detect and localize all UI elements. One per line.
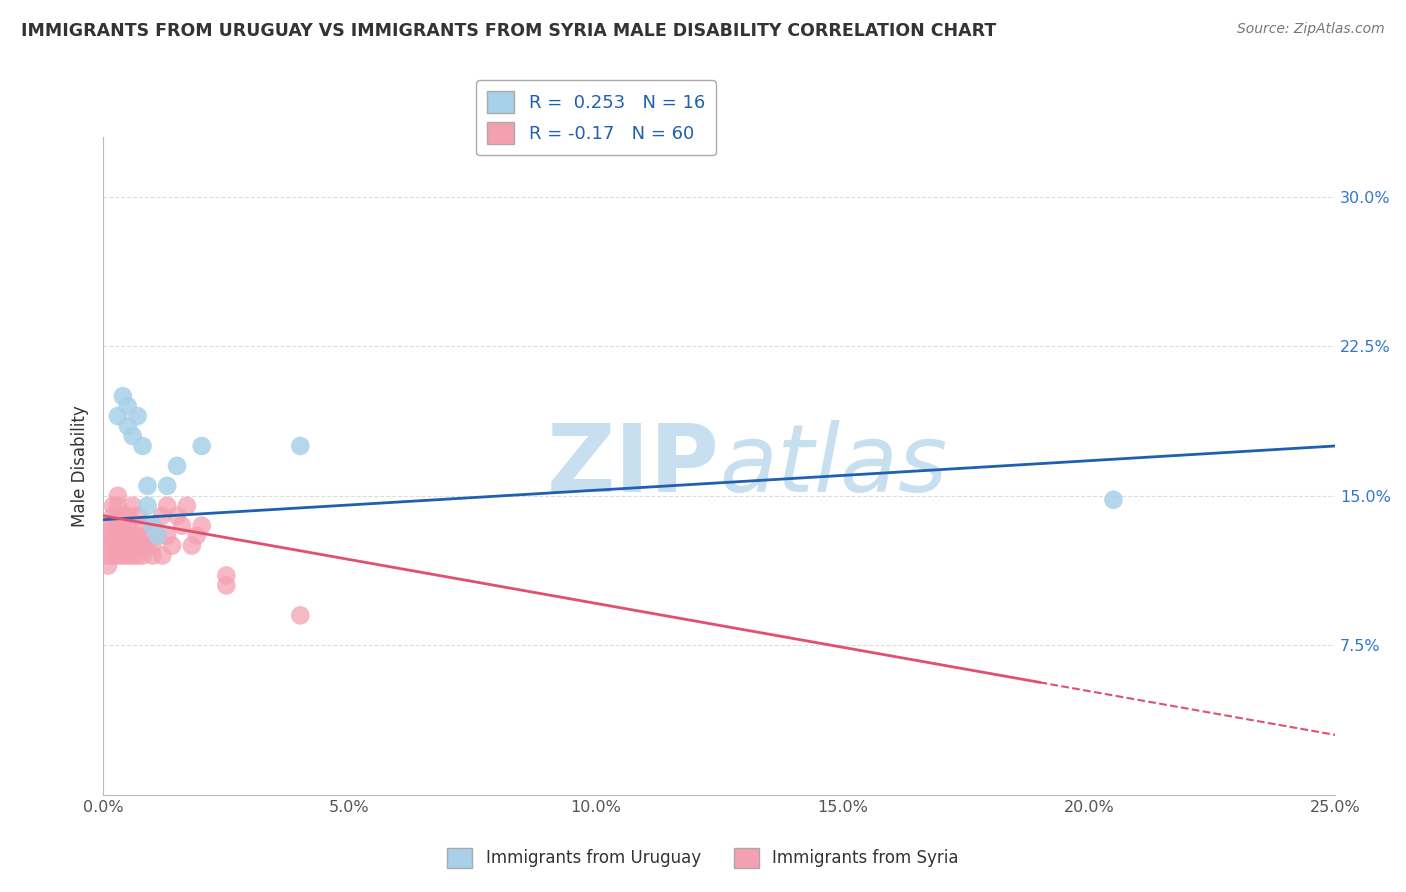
Point	[190, 439, 212, 453]
Point	[111, 508, 134, 523]
Point	[127, 549, 149, 563]
Point	[121, 528, 143, 542]
Point	[107, 528, 129, 542]
Legend: Immigrants from Uruguay, Immigrants from Syria: Immigrants from Uruguay, Immigrants from…	[440, 841, 966, 875]
Point	[136, 528, 159, 542]
Point	[107, 499, 129, 513]
Point	[150, 508, 173, 523]
Point	[111, 549, 134, 563]
Point	[136, 539, 159, 553]
Point	[107, 549, 129, 563]
Point	[170, 518, 193, 533]
Point	[166, 458, 188, 473]
Point	[121, 539, 143, 553]
Point	[117, 528, 139, 542]
Point	[117, 549, 139, 563]
Point	[131, 439, 153, 453]
Point	[117, 518, 139, 533]
Point	[131, 518, 153, 533]
Point	[117, 508, 139, 523]
Point	[111, 518, 134, 533]
Point	[111, 389, 134, 403]
Text: IMMIGRANTS FROM URUGUAY VS IMMIGRANTS FROM SYRIA MALE DISABILITY CORRELATION CHA: IMMIGRANTS FROM URUGUAY VS IMMIGRANTS FR…	[21, 22, 997, 40]
Point	[121, 549, 143, 563]
Point	[101, 499, 124, 513]
Point	[97, 518, 120, 533]
Point	[107, 508, 129, 523]
Point	[127, 539, 149, 553]
Point	[156, 528, 179, 542]
Point	[127, 409, 149, 423]
Point	[136, 499, 159, 513]
Point	[141, 518, 163, 533]
Point	[111, 539, 134, 553]
Point	[141, 549, 163, 563]
Point	[141, 518, 163, 533]
Point	[97, 528, 120, 542]
Point	[107, 489, 129, 503]
Point	[117, 419, 139, 434]
Point	[131, 539, 153, 553]
Point	[290, 439, 312, 453]
Point	[101, 518, 124, 533]
Point	[131, 549, 153, 563]
Point	[101, 549, 124, 563]
Point	[141, 539, 163, 553]
Point	[186, 528, 208, 542]
Point	[150, 549, 173, 563]
Point	[97, 558, 120, 573]
Point	[176, 499, 198, 513]
Point	[290, 608, 312, 623]
Point	[121, 499, 143, 513]
Point	[160, 539, 183, 553]
Point	[180, 539, 202, 553]
Point	[156, 499, 179, 513]
Text: ZIP: ZIP	[547, 420, 720, 512]
Point	[215, 578, 238, 592]
Point	[111, 528, 134, 542]
Point	[166, 508, 188, 523]
Text: Source: ZipAtlas.com: Source: ZipAtlas.com	[1237, 22, 1385, 37]
Point	[101, 528, 124, 542]
Point	[97, 539, 120, 553]
Point	[97, 549, 120, 563]
Point	[121, 429, 143, 443]
Point	[146, 528, 169, 542]
Point	[117, 539, 139, 553]
Point	[117, 399, 139, 413]
Legend: R =  0.253   N = 16, R = -0.17   N = 60: R = 0.253 N = 16, R = -0.17 N = 60	[477, 80, 716, 155]
Y-axis label: Male Disability: Male Disability	[72, 405, 89, 527]
Point	[136, 479, 159, 493]
Point	[101, 508, 124, 523]
Point	[107, 518, 129, 533]
Text: atlas: atlas	[720, 420, 948, 511]
Point	[215, 568, 238, 582]
Point	[156, 479, 179, 493]
Point	[190, 518, 212, 533]
Point	[107, 539, 129, 553]
Point	[1102, 492, 1125, 507]
Point	[146, 528, 169, 542]
Point	[101, 539, 124, 553]
Point	[107, 409, 129, 423]
Point	[127, 508, 149, 523]
Point	[127, 528, 149, 542]
